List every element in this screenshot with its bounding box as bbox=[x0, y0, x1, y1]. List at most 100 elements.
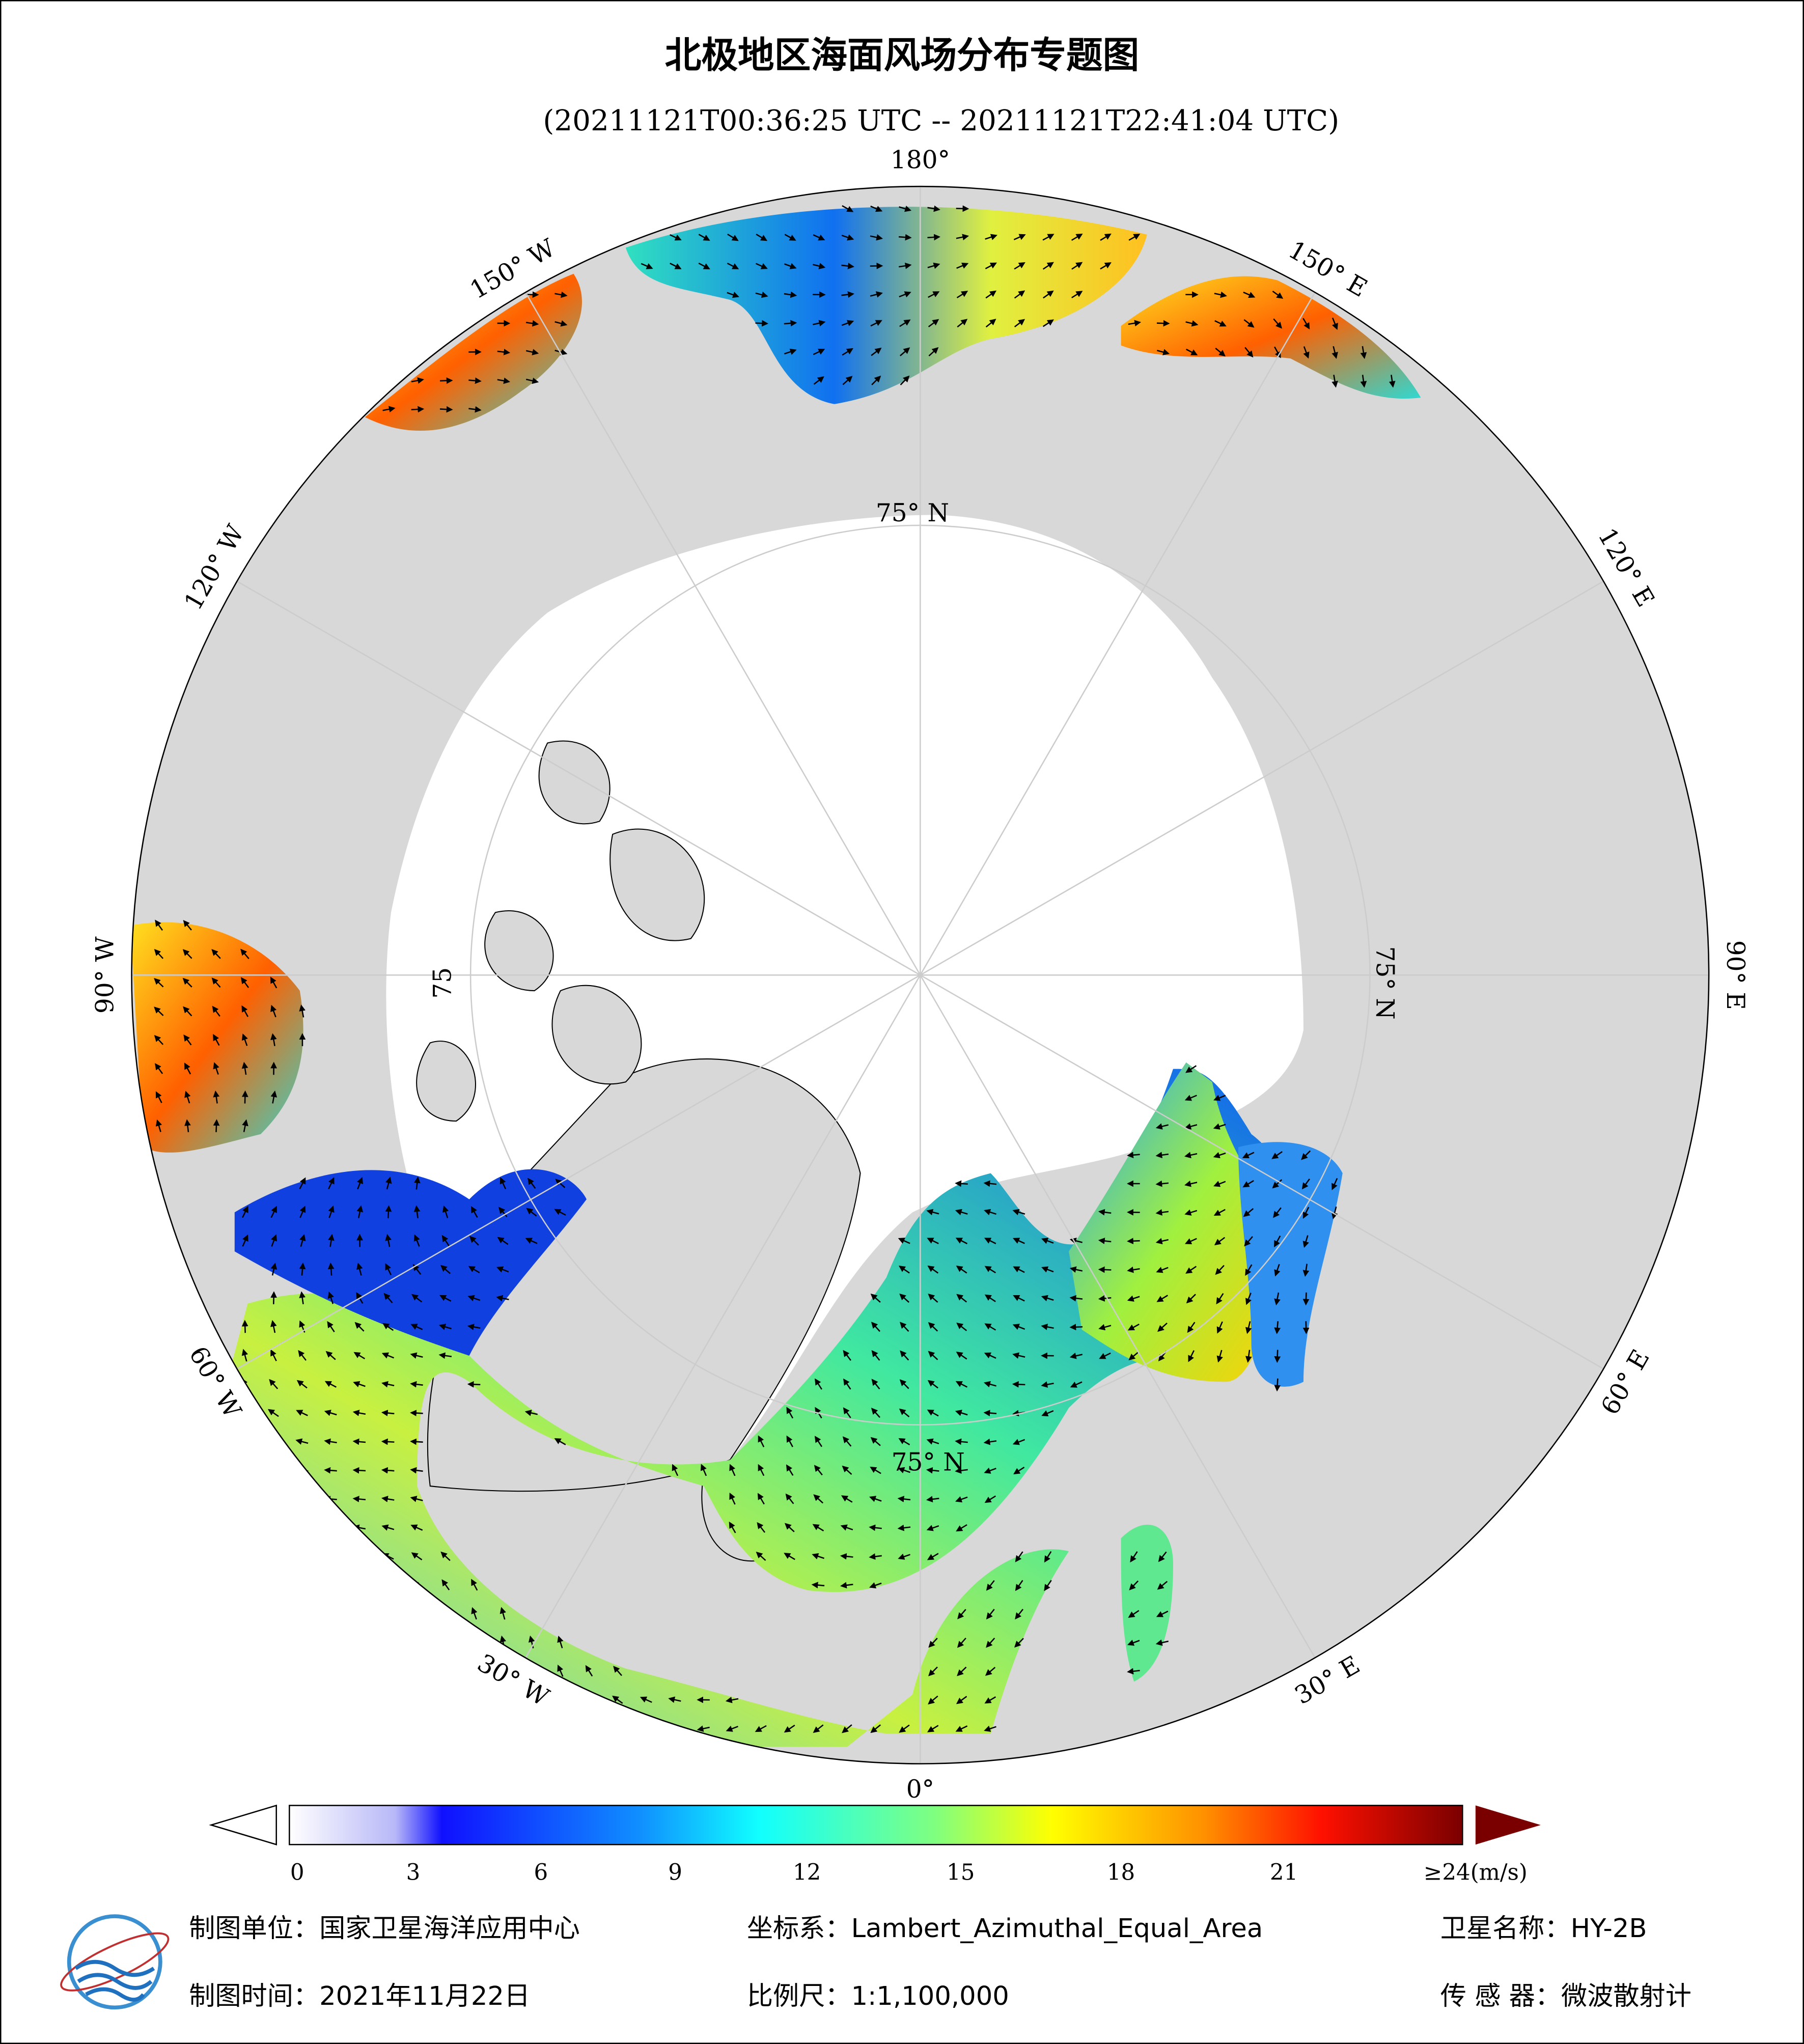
footer: 制图单位：国家卫星海洋应用中心 坐标系：Lambert_Azimuthal_Eq… bbox=[189, 1913, 1691, 2011]
subtitle: (20211121T00:36:25 UTC -- 20211121T22:41… bbox=[543, 104, 1339, 137]
wind-arrow bbox=[1213, 1152, 1226, 1159]
wind-arrow bbox=[296, 1410, 308, 1416]
wind-arrow bbox=[984, 1352, 996, 1359]
colorbar-max-arrow bbox=[1475, 1805, 1541, 1845]
wind-arrow bbox=[898, 1553, 910, 1560]
wind-arrow bbox=[1243, 1208, 1254, 1217]
wind-arrow bbox=[1157, 349, 1170, 355]
wind-arrow bbox=[841, 320, 854, 326]
wind-arrow bbox=[1214, 320, 1227, 327]
wind-arrow bbox=[697, 1725, 710, 1732]
wind-arrow bbox=[983, 1410, 997, 1416]
wind-arrow bbox=[841, 234, 854, 241]
wind-arrow bbox=[1012, 1209, 1025, 1216]
wind-arrow bbox=[1272, 1179, 1283, 1189]
wind-arrow bbox=[383, 1293, 393, 1303]
wind-arrow bbox=[1155, 1639, 1169, 1646]
wind-arrow bbox=[241, 1005, 248, 1017]
wind-arrow bbox=[356, 1205, 364, 1218]
wind-arrow bbox=[926, 1525, 939, 1531]
wind-arrow bbox=[1015, 1580, 1023, 1591]
wind-arrow bbox=[555, 1179, 566, 1188]
wind-arrow bbox=[1098, 1238, 1112, 1244]
wind-arrow bbox=[814, 1436, 823, 1447]
wind-arrow bbox=[270, 1033, 277, 1046]
wind-arrow bbox=[381, 1496, 395, 1502]
wind-arrow bbox=[324, 1438, 337, 1445]
wind-arrow bbox=[811, 1582, 825, 1588]
wind-arrow bbox=[381, 1438, 395, 1445]
wind-arrow bbox=[1243, 291, 1256, 298]
wind-arrow bbox=[813, 263, 826, 269]
wind-arrow bbox=[1071, 262, 1083, 270]
colorbar-min-arrow bbox=[209, 1804, 277, 1845]
wind-arrow bbox=[1331, 375, 1338, 388]
wind-arrow bbox=[1214, 1237, 1226, 1246]
colorbar-tick-label: 15 bbox=[947, 1860, 975, 1885]
wind-arrow bbox=[871, 1322, 880, 1332]
wind-arrow bbox=[755, 291, 768, 298]
wind-arrow bbox=[899, 234, 912, 241]
wind-arrow bbox=[698, 234, 710, 241]
wind-arrow bbox=[413, 1205, 421, 1218]
wind-arrow bbox=[525, 377, 539, 384]
wind-arrow bbox=[352, 1467, 366, 1474]
wind-arrow bbox=[299, 1262, 306, 1276]
wind-arrow bbox=[1012, 1324, 1025, 1330]
wind-arrow bbox=[183, 920, 192, 931]
wind-arrow bbox=[956, 1294, 967, 1303]
wind-arrow bbox=[986, 1637, 995, 1648]
wind-arrow bbox=[328, 1234, 335, 1247]
longitude-label: 90° W bbox=[91, 936, 120, 1014]
wind-arrow bbox=[1013, 234, 1026, 240]
wind-arrow bbox=[1185, 1238, 1197, 1245]
wind-arrow bbox=[325, 1351, 336, 1360]
wind-arrow bbox=[784, 1553, 795, 1560]
wind-arrow bbox=[1128, 1351, 1139, 1361]
wind-arrow bbox=[352, 1410, 366, 1416]
wind-arrow bbox=[1041, 1238, 1054, 1244]
wind-arrow bbox=[814, 1465, 823, 1476]
wind-arrow bbox=[242, 1234, 248, 1247]
wind-arrow bbox=[928, 1695, 938, 1705]
wind-arrow bbox=[1184, 1123, 1198, 1130]
wind-arrow bbox=[354, 1322, 365, 1332]
wind-arrow bbox=[900, 375, 910, 385]
wind-arrow bbox=[955, 1438, 968, 1445]
wind-arrow bbox=[727, 262, 739, 269]
wind-arrow bbox=[926, 1496, 939, 1503]
wind-arrow bbox=[1015, 1551, 1023, 1562]
wind-arrow bbox=[899, 205, 912, 212]
wind-arrow bbox=[784, 291, 797, 298]
wind-arrow bbox=[1157, 1323, 1168, 1332]
wind-arrow bbox=[956, 1266, 967, 1274]
wind-arrow bbox=[1130, 1551, 1138, 1563]
wind-arrow bbox=[299, 1206, 306, 1218]
wind-arrow bbox=[1014, 262, 1025, 270]
wind-arrow bbox=[554, 291, 568, 298]
wind-arrow bbox=[414, 1177, 421, 1190]
wind-arrow bbox=[183, 1034, 192, 1046]
wind-arrow bbox=[324, 1467, 337, 1474]
wind-arrow bbox=[956, 262, 969, 269]
wind-arrow bbox=[295, 1438, 309, 1445]
wind-arrow bbox=[554, 320, 568, 327]
wind-arrow bbox=[1389, 375, 1396, 388]
wind-arrow bbox=[184, 1119, 191, 1132]
wind-arrow bbox=[955, 1238, 968, 1245]
footer-sensor: 传 感 器：微波散射计 bbox=[1440, 1981, 1691, 2011]
wind-arrow bbox=[328, 1205, 335, 1218]
wind-arrow bbox=[813, 320, 826, 326]
wind-arrow bbox=[871, 1350, 880, 1361]
wind-arrow bbox=[1100, 262, 1112, 270]
wind-arrow bbox=[843, 1378, 851, 1390]
wind-arrow bbox=[498, 1207, 508, 1217]
wind-arrow bbox=[385, 1263, 392, 1275]
wind-arrow bbox=[870, 1724, 881, 1733]
wind-arrow bbox=[871, 1379, 880, 1390]
wind-arrow bbox=[1069, 1295, 1083, 1302]
wind-arrow bbox=[784, 348, 797, 355]
wind-arrow bbox=[1013, 1466, 1025, 1475]
wind-arrow bbox=[756, 1551, 766, 1561]
